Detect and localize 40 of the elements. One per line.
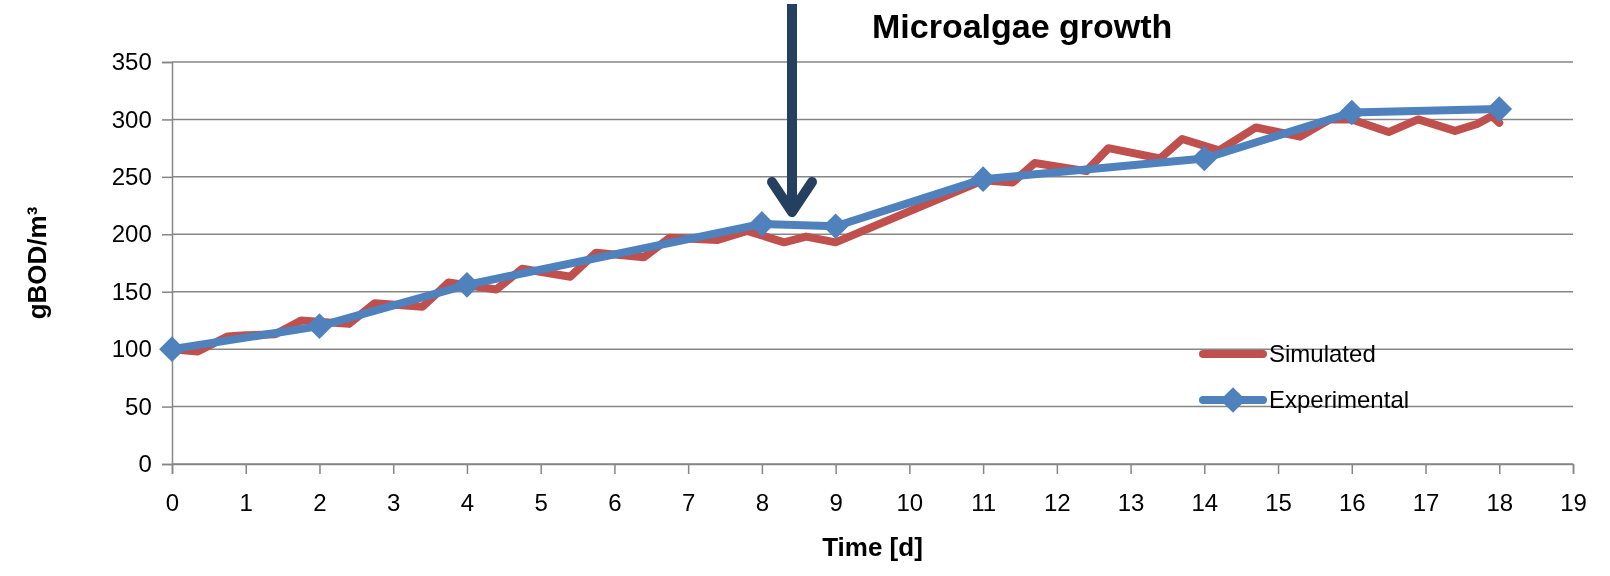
point xyxy=(749,211,775,237)
x-tick-label: 10 xyxy=(896,488,924,516)
x-tick-label: 0 xyxy=(165,488,180,516)
point xyxy=(1191,145,1218,172)
x-tick-label: 9 xyxy=(829,488,843,516)
point xyxy=(1486,96,1513,122)
x-tick-label: 15 xyxy=(1265,488,1292,516)
y-tick-label: 0 xyxy=(138,450,152,478)
x-tick-label: 1 xyxy=(239,488,253,516)
legend-label: Simulated xyxy=(1269,340,1376,367)
x-tick-label: 13 xyxy=(1117,488,1145,516)
text: Microalgae growth xyxy=(872,7,1173,45)
x-tick-label: 17 xyxy=(1412,488,1440,516)
x-axis-title: Time [d] xyxy=(822,532,923,562)
y-tick-label: 300 xyxy=(111,105,152,133)
point xyxy=(306,313,333,340)
x-tick-label: 8 xyxy=(755,488,770,516)
point xyxy=(159,336,185,362)
x-tick-label: 7 xyxy=(681,488,696,516)
x-tick-label: 16 xyxy=(1338,488,1366,516)
y-tick-label: 100 xyxy=(111,335,152,363)
x-tick-label: 11 xyxy=(971,488,997,516)
x-tick-label: 12 xyxy=(1043,488,1071,516)
y-tick-label: 50 xyxy=(125,392,152,420)
y-tick-label: 200 xyxy=(111,220,152,248)
point xyxy=(970,166,996,192)
legend-label: Experimental xyxy=(1269,386,1410,413)
y-axis-title: gBOD/m³ xyxy=(22,206,52,320)
x-tick-label: 6 xyxy=(608,488,622,516)
y-tick-label: 350 xyxy=(111,48,152,76)
x-tick-label: 19 xyxy=(1560,488,1587,516)
x-tick-label: 4 xyxy=(460,488,475,516)
x-tick-label: 3 xyxy=(387,488,401,516)
y-tick-label: 150 xyxy=(111,277,152,305)
x-tick-label: 2 xyxy=(313,488,327,516)
x-tick-label: 18 xyxy=(1486,488,1514,516)
y-tick-label: 250 xyxy=(111,163,152,191)
x-tick-label: 14 xyxy=(1191,488,1219,516)
point xyxy=(454,271,480,298)
x-tick-label: 5 xyxy=(534,488,548,516)
